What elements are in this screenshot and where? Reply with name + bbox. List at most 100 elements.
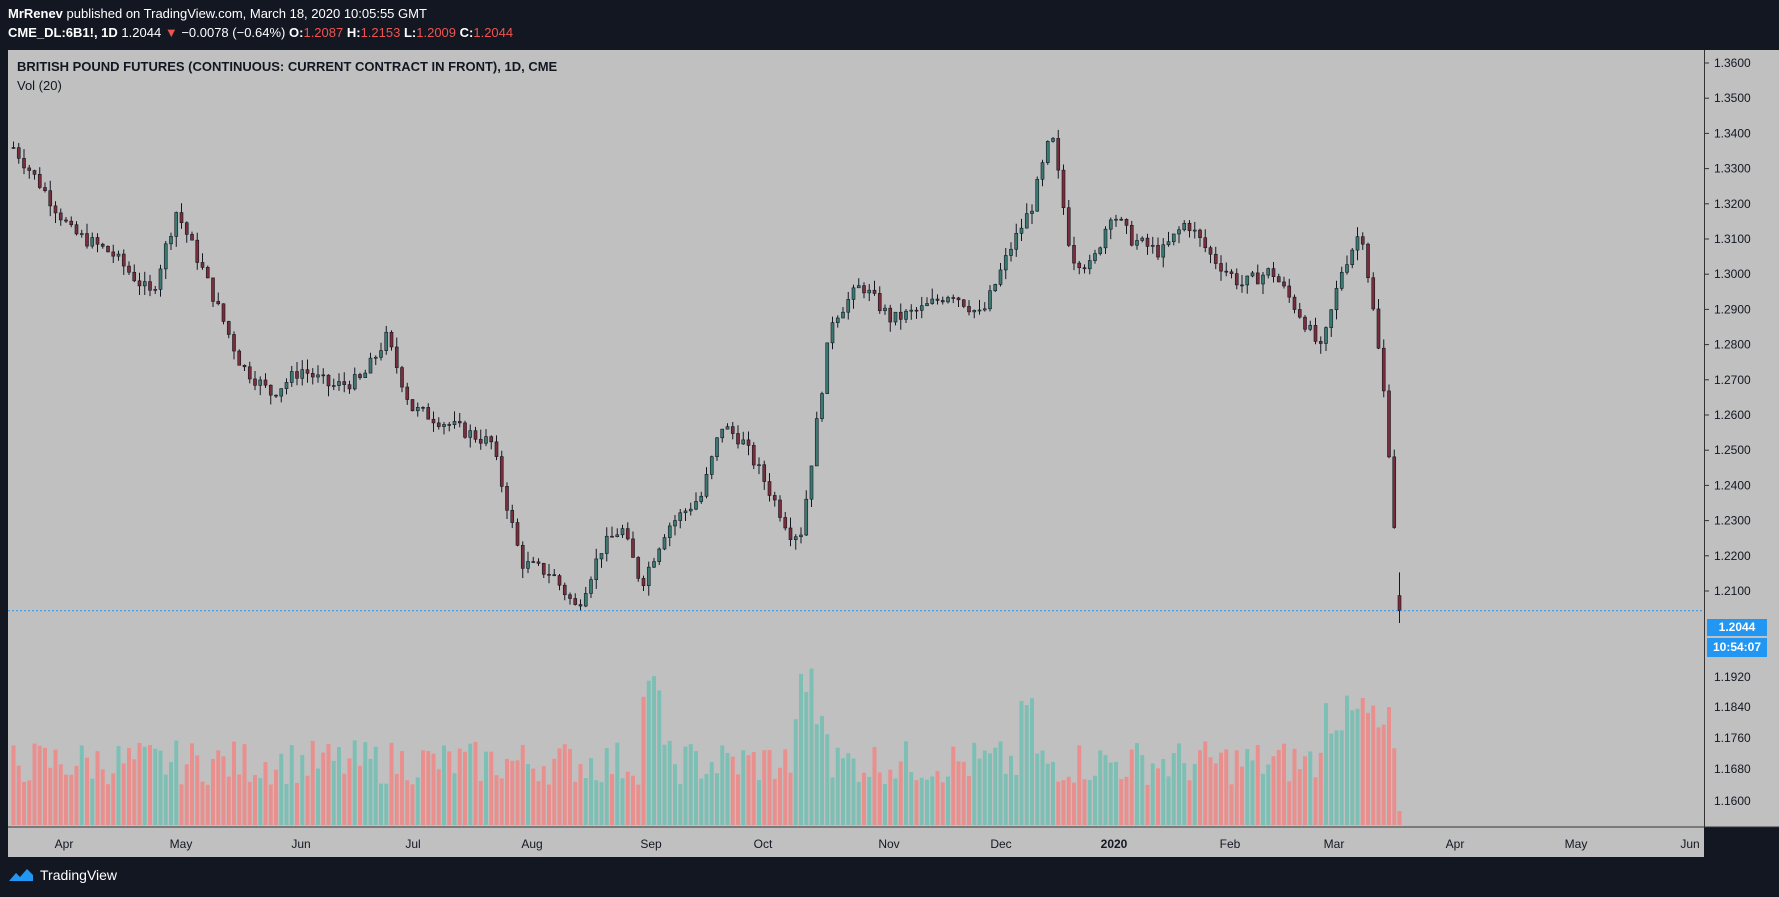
volume-bar	[263, 762, 268, 825]
volume-bar	[352, 740, 357, 825]
footer-brand[interactable]: TradingView	[8, 867, 117, 883]
volume-bar	[221, 756, 226, 825]
volume-bar	[1198, 750, 1202, 825]
volume-bar	[384, 783, 389, 825]
volume-bar	[195, 755, 200, 825]
candle-body	[1182, 222, 1187, 231]
candle-body	[625, 528, 630, 540]
candle-body	[363, 372, 368, 378]
volume-bar	[279, 753, 284, 825]
candle-body	[1009, 248, 1013, 256]
candle-body	[762, 464, 767, 482]
candle-body	[583, 593, 588, 607]
candle-body	[804, 498, 809, 536]
volume-bar	[237, 774, 242, 825]
volume-bar	[484, 751, 488, 825]
candle-body	[1072, 245, 1076, 264]
candle-body	[1240, 284, 1244, 287]
candle-body	[589, 579, 593, 594]
candle-body	[1203, 237, 1208, 249]
volume-bar	[914, 780, 919, 825]
volume-bar	[1287, 781, 1292, 825]
price-tick-label: 1.3300	[1714, 162, 1751, 176]
candle-body	[415, 407, 420, 412]
volume-bar	[421, 750, 425, 825]
candle-body	[1387, 390, 1391, 458]
volume-bar	[762, 750, 767, 825]
candle-body	[547, 573, 551, 576]
candle-body	[631, 538, 635, 558]
volume-bar	[825, 734, 830, 825]
candle-body	[1156, 244, 1160, 258]
volume-bar	[505, 758, 509, 825]
volume-bar	[347, 758, 352, 825]
price-tick-label: 1.3600	[1714, 56, 1751, 70]
volume-bar	[736, 774, 740, 825]
candle-body	[1282, 281, 1286, 287]
candle-body	[1171, 233, 1176, 243]
candle-body	[179, 212, 184, 224]
volume-bar	[662, 744, 667, 825]
candle-body	[1003, 255, 1008, 271]
volume-bar	[1019, 700, 1024, 825]
volume-bar	[11, 745, 16, 825]
candle-body	[1087, 260, 1092, 270]
volume-bar	[788, 772, 793, 825]
volume-bar	[578, 764, 583, 825]
price-tick-label: 1.2500	[1714, 443, 1751, 457]
candle-body	[1045, 141, 1050, 163]
volume-bar	[835, 747, 840, 825]
price-tick-label: 1.3000	[1714, 267, 1751, 281]
volume-bar	[1208, 757, 1213, 825]
volume-bar	[1381, 724, 1386, 825]
candle-body	[405, 386, 410, 400]
volume-bar	[877, 772, 882, 825]
volume-bar	[1124, 776, 1129, 825]
volume-bar	[967, 775, 971, 825]
volume-bar	[1276, 750, 1281, 825]
volume-bar	[22, 781, 26, 825]
volume-bar	[1108, 762, 1113, 825]
candle-body	[1318, 341, 1323, 344]
candle-body	[200, 262, 205, 268]
candle-body	[536, 561, 541, 564]
candle-body	[1066, 207, 1071, 246]
volume-bar	[373, 746, 378, 825]
candle-body	[904, 310, 908, 320]
candle-body	[767, 481, 772, 496]
candle-body	[410, 399, 415, 412]
volume-bar	[536, 781, 541, 825]
candle-body	[463, 422, 467, 438]
candle-body	[111, 251, 116, 257]
volume-bar	[499, 778, 504, 825]
volume-bar	[1061, 780, 1066, 825]
time-tick-label: Sep	[640, 837, 662, 851]
candle-body	[520, 545, 525, 569]
price-axis[interactable]	[1704, 50, 1779, 827]
last-price: 1.2044	[121, 25, 162, 40]
candle-body	[1114, 218, 1118, 221]
volume-bar	[746, 755, 751, 825]
chart-plot-area[interactable]	[8, 50, 1704, 827]
candle-body	[268, 384, 273, 396]
volume-bar	[793, 719, 798, 825]
volume-bar	[562, 744, 567, 825]
volume-bar	[830, 777, 835, 825]
volume-bar	[253, 775, 257, 825]
candle-body	[1397, 595, 1402, 612]
volume-bar	[1229, 784, 1234, 825]
volume-bar	[1345, 695, 1349, 825]
candle-body	[1161, 244, 1166, 258]
volume-bar	[1355, 708, 1360, 825]
candle-body	[977, 309, 982, 312]
volume-bar	[1240, 766, 1244, 825]
candle-body	[825, 342, 830, 394]
candle-body	[137, 280, 142, 287]
volume-bar	[342, 773, 347, 825]
candle-body	[337, 381, 341, 386]
volume-tick-label: 1.1920	[1714, 670, 1751, 684]
candle-body	[1129, 225, 1134, 246]
candle-body	[489, 436, 494, 443]
time-tick-label: Apr	[1446, 837, 1465, 851]
candle-body	[1234, 273, 1239, 286]
